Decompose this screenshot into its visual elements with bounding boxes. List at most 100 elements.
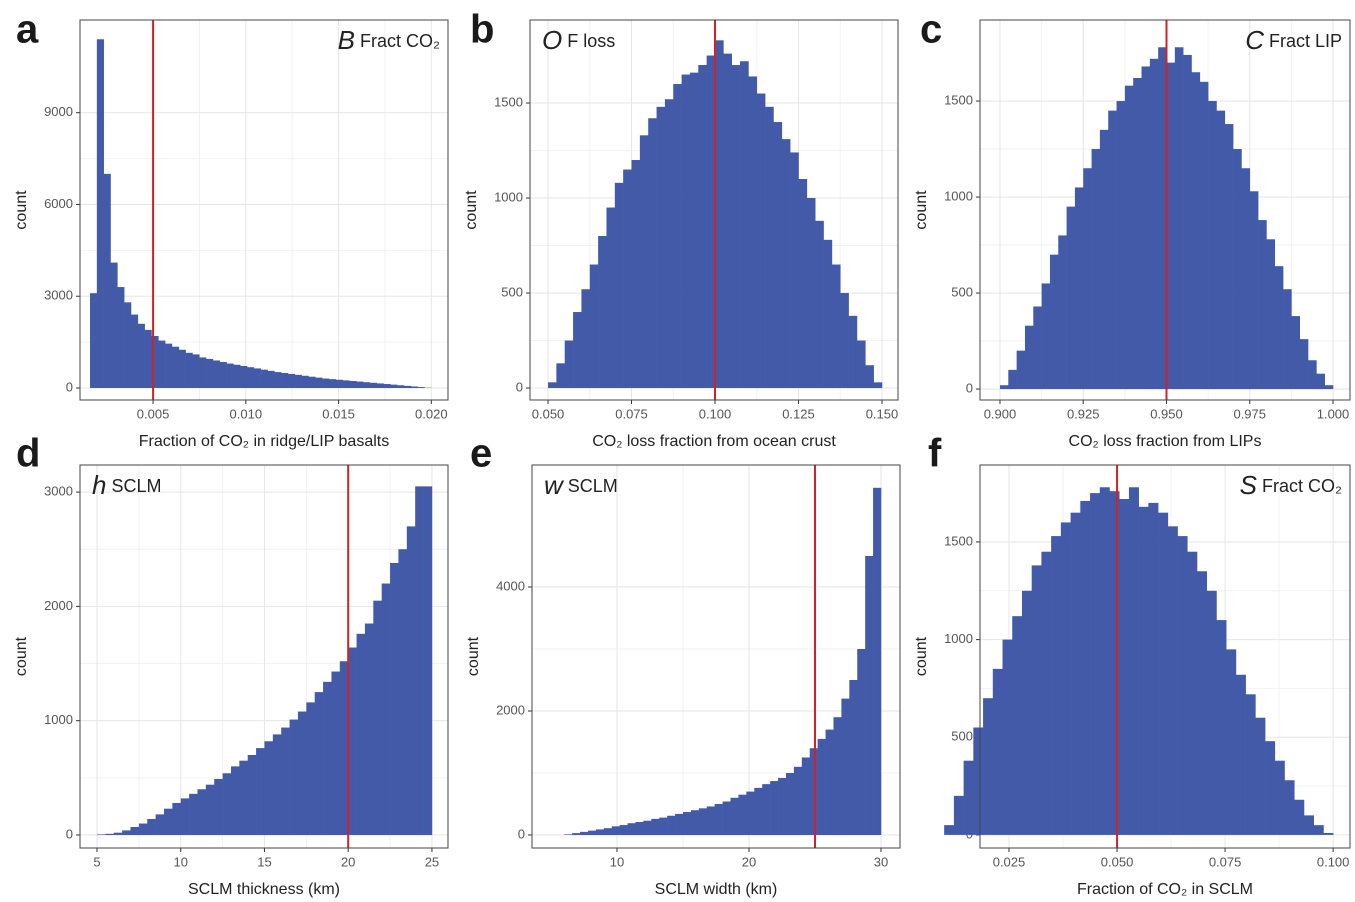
bar <box>756 93 766 389</box>
y-tick-label: 500 <box>951 729 973 744</box>
x-tick-label: 15 <box>257 854 271 869</box>
bar <box>1245 694 1256 835</box>
bar <box>1149 58 1159 390</box>
bar <box>260 369 268 389</box>
bar <box>383 384 391 389</box>
x-tick-label: 0.010 <box>230 406 263 421</box>
bar <box>963 760 974 835</box>
bar <box>815 220 824 389</box>
bar <box>364 623 374 835</box>
bar <box>1274 266 1284 390</box>
bar <box>247 754 257 835</box>
bar <box>944 825 955 835</box>
bar <box>381 583 391 835</box>
bar <box>192 354 200 389</box>
bar <box>651 818 660 835</box>
annotation-symbol: B <box>338 25 355 55</box>
bar <box>1233 149 1242 390</box>
bar <box>1060 522 1071 835</box>
annotation: B Fract CO₂ <box>338 25 440 55</box>
annotation-symbol: w <box>544 470 565 500</box>
bar <box>369 382 377 389</box>
bar <box>253 368 261 389</box>
x-tick-label: 0.100 <box>1317 854 1350 869</box>
x-tick-label: 0.125 <box>782 406 815 421</box>
bar <box>873 382 883 389</box>
bar <box>274 372 282 389</box>
bar <box>548 382 557 389</box>
bar <box>297 711 307 835</box>
annotation-symbol: S <box>1240 470 1258 500</box>
y-tick-label: 1500 <box>494 94 523 109</box>
panel: 0 2000 4000 10 20 30 SCLM width (km) count e w SCL… <box>465 432 901 898</box>
bar <box>1091 149 1101 390</box>
bar <box>308 376 316 389</box>
x-tick-label: 0.150 <box>866 406 899 421</box>
bar <box>212 360 221 389</box>
bar <box>681 74 691 389</box>
bar <box>722 801 731 835</box>
bar <box>1051 536 1062 835</box>
bar <box>589 264 599 389</box>
bar <box>698 808 708 835</box>
bar <box>675 813 684 835</box>
bar <box>1116 101 1126 390</box>
bar <box>1294 799 1305 835</box>
x-tick-label: 30 <box>874 854 888 869</box>
bar <box>1224 124 1234 390</box>
bar <box>124 302 132 389</box>
x-tick-label: 0.050 <box>532 406 565 421</box>
panel-label: a <box>16 8 39 52</box>
bar <box>1266 239 1276 390</box>
bar <box>1002 639 1013 835</box>
bar <box>1313 825 1324 835</box>
bar <box>1265 741 1276 835</box>
x-tick-label: 0.900 <box>984 406 1017 421</box>
bar <box>798 179 808 389</box>
x-tick-label: 0.075 <box>615 406 648 421</box>
bar <box>1124 85 1134 390</box>
bar <box>1308 360 1317 390</box>
y-tick-label: 2000 <box>44 598 73 613</box>
bar <box>151 336 159 389</box>
bar <box>683 812 692 835</box>
bar <box>1016 350 1026 390</box>
bar <box>1216 620 1227 835</box>
x-tick-label: 0.975 <box>1233 406 1266 421</box>
bar <box>1216 110 1226 390</box>
bar <box>294 374 302 389</box>
bar <box>765 106 774 389</box>
bar <box>239 760 249 835</box>
bar <box>746 791 755 835</box>
bar <box>740 61 749 389</box>
bar <box>723 53 732 389</box>
bar <box>1226 649 1237 835</box>
bar <box>849 679 858 835</box>
panel-label: f <box>928 432 942 476</box>
bar <box>573 312 582 389</box>
y-tick-label: 0 <box>66 379 73 394</box>
bar <box>1074 187 1084 390</box>
x-axis-label: CO₂ loss fraction from ocean crust <box>592 433 836 450</box>
bar <box>328 379 337 389</box>
bar <box>165 343 173 389</box>
bar <box>230 766 240 835</box>
y-tick-label: 0 <box>516 379 523 394</box>
bar <box>233 364 241 389</box>
bar <box>1284 780 1295 835</box>
bar <box>1167 526 1178 835</box>
panel: 0 1000 2000 3000 5 10 15 20 25 SCLM thickness (km… <box>13 432 449 898</box>
bar <box>1080 500 1091 835</box>
bar <box>1258 220 1267 390</box>
bar <box>673 84 682 389</box>
bar <box>639 135 649 389</box>
bar <box>1174 47 1184 390</box>
bar <box>823 239 833 389</box>
bar <box>1316 373 1325 390</box>
bar <box>390 562 399 835</box>
x-tick-label: 0.075 <box>1209 854 1242 869</box>
bar <box>623 169 632 389</box>
bar <box>137 323 145 389</box>
bar <box>865 365 874 389</box>
bar <box>806 198 816 389</box>
